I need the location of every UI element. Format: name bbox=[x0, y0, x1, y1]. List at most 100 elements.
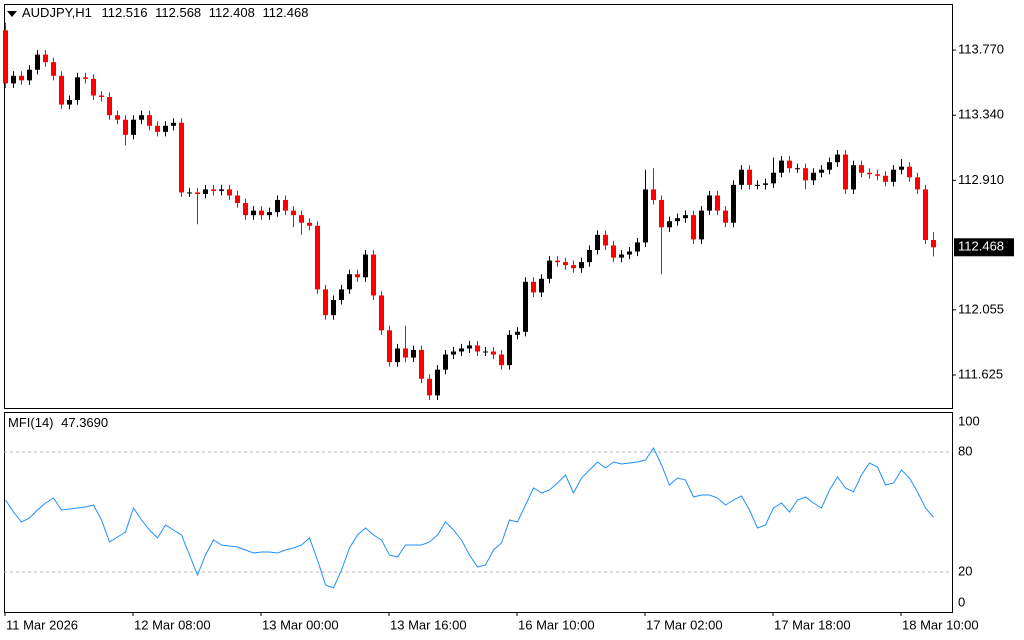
candle-body bbox=[515, 331, 520, 335]
candle-body bbox=[131, 119, 136, 135]
candle-body bbox=[291, 210, 296, 216]
mfi-line bbox=[5, 446, 934, 589]
candle-body bbox=[155, 125, 160, 132]
x-tick-label: 11 Mar 2026 bbox=[6, 617, 78, 632]
candle-body bbox=[611, 245, 616, 258]
candle-body bbox=[411, 349, 416, 358]
candle-body bbox=[867, 172, 872, 175]
candle-body bbox=[459, 348, 464, 352]
price-label: 112.468 bbox=[958, 239, 1004, 254]
candle-body bbox=[51, 62, 56, 76]
last-open: 112.516 bbox=[101, 5, 147, 20]
mfi-tick-label: 20 bbox=[958, 563, 972, 578]
candle-body bbox=[275, 200, 280, 213]
candle-body bbox=[699, 210, 704, 240]
candle-body bbox=[707, 195, 712, 211]
candle-body bbox=[907, 166, 912, 178]
candle-body bbox=[859, 165, 864, 173]
menu-icon[interactable] bbox=[7, 11, 17, 17]
candle-body bbox=[347, 274, 352, 290]
candle-body bbox=[227, 189, 232, 196]
candle-body bbox=[299, 215, 304, 223]
candle-body bbox=[875, 174, 880, 176]
candle-body bbox=[123, 119, 128, 135]
candle-body bbox=[763, 183, 768, 185]
y-tick-label: 113.340 bbox=[958, 107, 1004, 122]
mfi-last: 47.3690 bbox=[61, 415, 108, 430]
candle-body bbox=[427, 378, 432, 396]
last-high: 112.568 bbox=[155, 5, 201, 20]
x-tick-label: 17 Mar 18:00 bbox=[774, 617, 851, 632]
candle-body bbox=[643, 189, 648, 243]
y-tick-label: 111.625 bbox=[958, 366, 1003, 381]
candle-body bbox=[595, 234, 600, 251]
header: AUDJPY,H1 112.516 112.568 112.408 112.46… bbox=[22, 5, 308, 20]
candle-body bbox=[795, 168, 800, 170]
candle-body bbox=[827, 162, 832, 170]
candle-body bbox=[507, 334, 512, 366]
candle-body bbox=[563, 262, 568, 266]
x-tick-label: 17 Mar 02:00 bbox=[646, 617, 723, 632]
x-tick-label: 18 Mar 10:00 bbox=[902, 617, 979, 632]
candle-body bbox=[323, 289, 328, 316]
candle-body bbox=[883, 175, 888, 182]
candle-body bbox=[195, 192, 200, 194]
candle-body bbox=[387, 330, 392, 363]
mfi-panel bbox=[4, 412, 953, 613]
candle-body bbox=[627, 251, 632, 255]
candle-body bbox=[715, 195, 720, 211]
candle-body bbox=[235, 195, 240, 204]
candle-body bbox=[419, 349, 424, 379]
candle-body bbox=[11, 75, 16, 84]
candle-body bbox=[659, 200, 664, 228]
candle-body bbox=[587, 250, 592, 263]
mfi-tick-label: 0 bbox=[958, 594, 965, 609]
candle-body bbox=[251, 210, 256, 216]
x-tick-label: 12 Mar 08:00 bbox=[134, 617, 211, 632]
candle-body bbox=[435, 369, 440, 396]
candle-body bbox=[91, 78, 96, 96]
candle-body bbox=[739, 169, 744, 185]
candle-body bbox=[67, 100, 72, 105]
candle-body bbox=[475, 345, 480, 352]
candle-body bbox=[339, 289, 344, 300]
candle-body bbox=[931, 240, 936, 248]
price-label-box bbox=[954, 238, 1014, 257]
candle-body bbox=[579, 262, 584, 269]
candle-body bbox=[539, 278, 544, 293]
candle-body bbox=[379, 295, 384, 331]
candle-body bbox=[851, 165, 856, 190]
candle-body bbox=[747, 169, 752, 185]
candle-body bbox=[363, 254, 368, 278]
candle-body bbox=[3, 30, 8, 84]
candle-body bbox=[731, 184, 736, 223]
candle-body bbox=[843, 154, 848, 190]
price-panel bbox=[4, 4, 953, 409]
candle-body bbox=[443, 354, 448, 370]
mfi-name: MFI(14) bbox=[8, 415, 54, 430]
candle-body bbox=[531, 281, 536, 293]
candle-body bbox=[355, 274, 360, 278]
candle-body bbox=[139, 115, 144, 120]
symbol: AUDJPY,H1 bbox=[22, 5, 92, 20]
mfi-tick-label: 100 bbox=[958, 413, 980, 428]
candle-body bbox=[211, 189, 216, 191]
x-tick-label: 13 Mar 00:00 bbox=[262, 617, 339, 632]
y-tick-label: 113.770 bbox=[958, 41, 1004, 56]
candle-body bbox=[179, 122, 184, 193]
candle-body bbox=[915, 177, 920, 190]
candle-body bbox=[203, 189, 208, 194]
candle-body bbox=[691, 215, 696, 240]
candle-body bbox=[147, 115, 152, 126]
candle-body bbox=[467, 345, 472, 349]
candle-body bbox=[635, 242, 640, 252]
candle-body bbox=[683, 215, 688, 219]
candle-body bbox=[395, 348, 400, 363]
candle-body bbox=[99, 95, 104, 98]
candle-body bbox=[779, 160, 784, 173]
candle-body bbox=[35, 54, 40, 70]
candle-body bbox=[923, 189, 928, 241]
candle-body bbox=[59, 75, 64, 105]
last-low: 112.408 bbox=[209, 5, 255, 20]
